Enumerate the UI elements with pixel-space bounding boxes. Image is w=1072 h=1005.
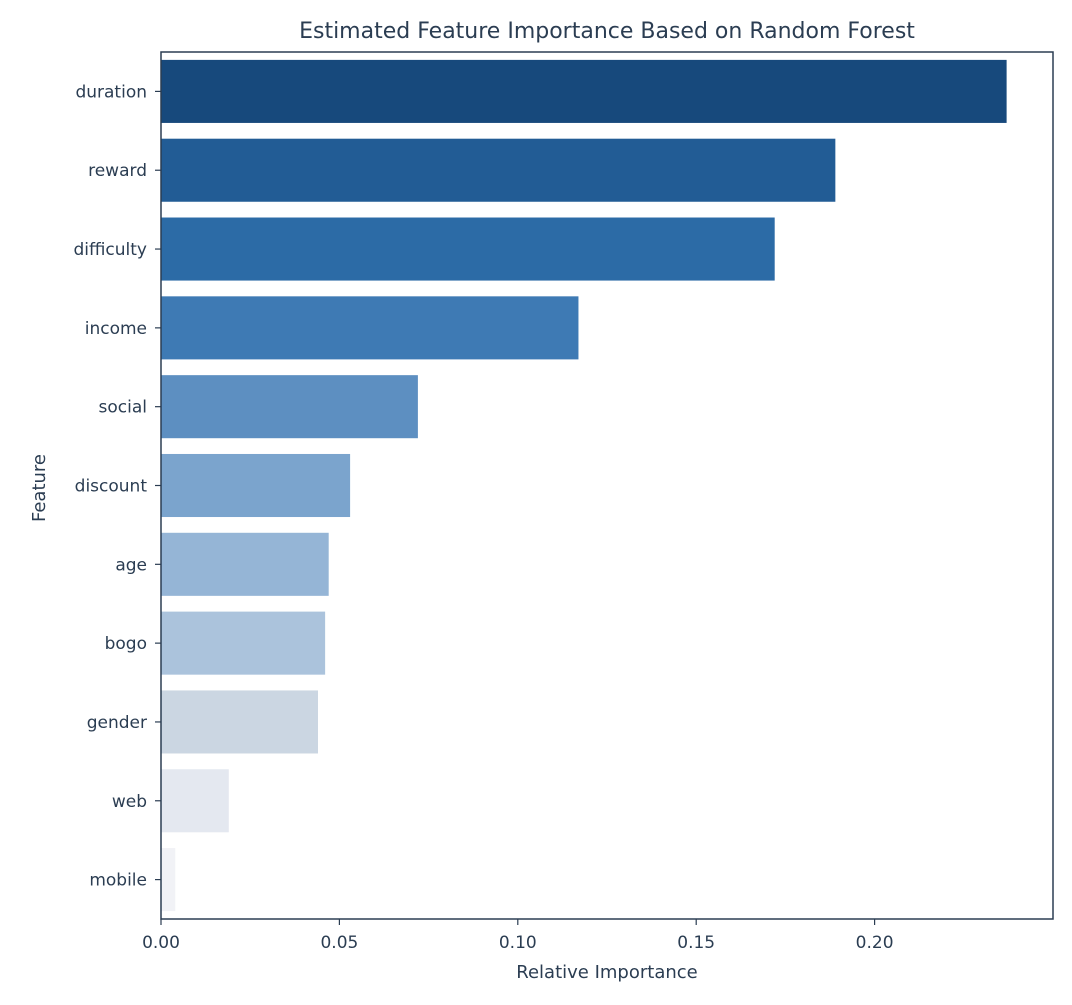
bar-web xyxy=(161,769,229,833)
chart-title: Estimated Feature Importance Based on Ra… xyxy=(299,19,915,44)
y-tick-label: difficulty xyxy=(73,240,147,260)
y-tick-label: discount xyxy=(75,477,148,497)
y-axis-label: Feature xyxy=(29,454,50,522)
plot-frame xyxy=(160,51,1054,920)
x-tick-label: 0.15 xyxy=(677,933,715,953)
bar-difficulty xyxy=(161,217,775,281)
y-tick-label: duration xyxy=(75,82,147,102)
y-tick-label: web xyxy=(112,792,147,812)
bar-gender xyxy=(161,690,318,754)
x-tick-label: 0.05 xyxy=(320,933,358,953)
bar-social xyxy=(161,375,418,439)
x-tick-label: 0.10 xyxy=(499,933,537,953)
x-tick-label: 0.20 xyxy=(856,933,894,953)
bar-discount xyxy=(161,453,351,518)
y-tick-label: social xyxy=(99,398,147,418)
y-tick-label: reward xyxy=(88,161,147,181)
y-tick-label: bogo xyxy=(105,634,147,654)
bar-reward xyxy=(161,138,836,202)
y-tick-label: gender xyxy=(87,713,147,733)
x-tick-label: 0.00 xyxy=(142,933,180,953)
bar-mobile xyxy=(161,848,176,912)
y-tick-label: income xyxy=(85,319,147,339)
y-axis-ticks: duration reward difficulty income social disc… xyxy=(73,82,161,891)
bar-income xyxy=(161,296,579,360)
bar-group xyxy=(161,59,1007,912)
y-tick-label: age xyxy=(115,555,147,575)
bar-age xyxy=(161,532,329,596)
x-axis-ticks: 0.00 0.05 0.10 0.15 0.20 xyxy=(142,919,894,953)
bar-duration xyxy=(161,59,1007,123)
x-axis-label: Relative Importance xyxy=(516,962,697,983)
bar-bogo xyxy=(161,611,326,675)
y-tick-label: mobile xyxy=(89,871,147,891)
